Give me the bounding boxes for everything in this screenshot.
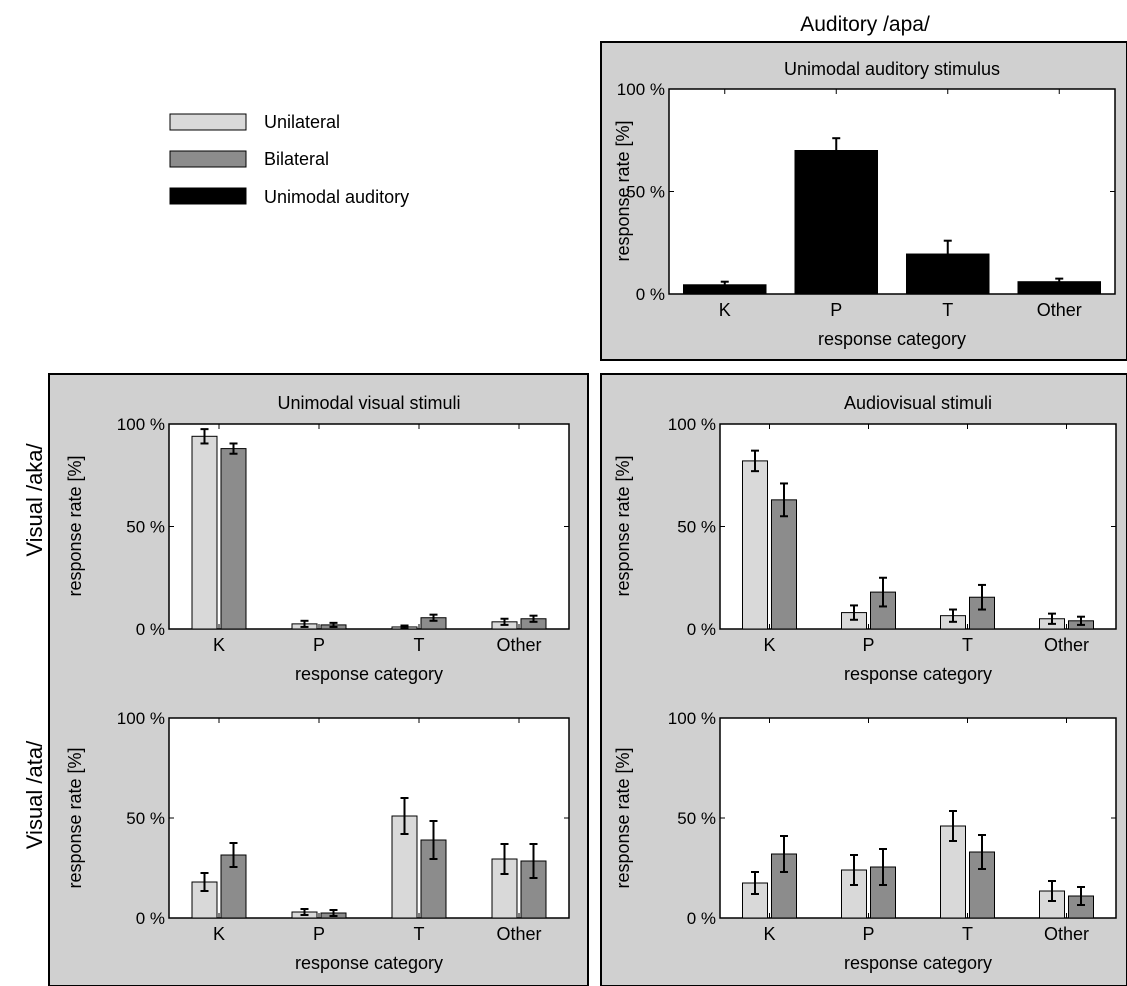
y-tick-label: 100 % — [117, 415, 165, 434]
y-tick-label: 100 % — [117, 709, 165, 728]
x-tick-label: P — [313, 924, 325, 944]
bar — [682, 284, 767, 295]
x-tick-label: K — [763, 635, 775, 655]
chart-unimodal-auditory: Unimodal auditory stimulus 0 % 50 % 100 % re… — [613, 59, 1116, 349]
legend-label-bilateral: Bilateral — [264, 149, 329, 169]
legend-swatch-unimodal-auditory — [169, 187, 247, 205]
y-tick-label: 100 % — [668, 415, 716, 434]
x-axis-label: response category — [844, 664, 992, 684]
x-axis-label: response category — [844, 953, 992, 973]
x-tick-label: P — [862, 635, 874, 655]
chart-audiovisual-aka: Audiovisual stimuli 0 % 50 % 100 % response … — [613, 393, 1117, 684]
y-tick-label: 100 % — [617, 80, 665, 99]
chart-title: Audiovisual stimuli — [844, 393, 992, 413]
legend-label-unilateral: Unilateral — [264, 112, 340, 132]
legend-label-unimodal-auditory: Unimodal auditory — [264, 187, 409, 207]
y-tick-label: 100 % — [668, 709, 716, 728]
x-tick-label: Other — [1044, 924, 1089, 944]
x-tick-label: T — [942, 300, 953, 320]
chart-title: Unimodal visual stimuli — [277, 393, 460, 413]
x-tick-label: T — [414, 635, 425, 655]
bar — [905, 253, 990, 295]
y-tick-label: 0 % — [687, 620, 716, 639]
x-tick-label: K — [213, 635, 225, 655]
x-axis-label: response category — [295, 953, 443, 973]
x-tick-label: K — [763, 924, 775, 944]
chart-audiovisual-ata: 0 % 50 % 100 % response rate [%] K P T Other res… — [613, 709, 1117, 973]
y-tick-label: 0 % — [687, 909, 716, 928]
chart-unimodal-visual-aka: Unimodal visual stimuli 0 % 50 % 100 % respo… — [65, 393, 570, 684]
x-tick-label: P — [313, 635, 325, 655]
y-axis-label: response rate [%] — [613, 747, 633, 888]
bar — [191, 435, 218, 630]
x-tick-label: T — [962, 635, 973, 655]
bar — [742, 460, 768, 630]
bar — [1017, 281, 1102, 295]
y-axis-label: response rate [%] — [65, 455, 85, 596]
x-tick-label: Other — [1044, 635, 1089, 655]
y-axis-label: response rate [%] — [613, 120, 633, 261]
x-axis-label: response category — [295, 664, 443, 684]
legend: Unilateral Bilateral Unimodal auditory — [169, 112, 409, 207]
x-tick-label: K — [719, 300, 731, 320]
y-tick-label: 50 % — [677, 809, 716, 828]
y-tick-label: 0 % — [136, 909, 165, 928]
chart-title: Unimodal auditory stimulus — [784, 59, 1000, 79]
y-tick-label: 0 % — [136, 620, 165, 639]
y-axis-label: response rate [%] — [613, 455, 633, 596]
legend-swatch-unilateral — [169, 113, 247, 131]
chart-unimodal-visual-ata: 0 % 50 % 100 % response rate [%] K P T Other res… — [65, 709, 570, 973]
row-label-aka: Visual /aka/ — [22, 442, 47, 556]
x-tick-label: Other — [1037, 300, 1082, 320]
y-tick-label: 0 % — [636, 285, 665, 304]
y-tick-label: 50 % — [677, 518, 716, 537]
bar — [771, 499, 797, 630]
y-tick-label: 50 % — [626, 183, 665, 202]
x-tick-label: T — [414, 924, 425, 944]
legend-swatch-bilateral — [169, 150, 247, 168]
y-axis-label: response rate [%] — [65, 747, 85, 888]
x-tick-label: K — [213, 924, 225, 944]
x-tick-label: Other — [496, 924, 541, 944]
x-tick-label: P — [830, 300, 842, 320]
bar — [220, 448, 247, 630]
plot-area — [668, 88, 1116, 295]
row-label-ata: Visual /ata/ — [22, 740, 47, 849]
x-tick-label: Other — [496, 635, 541, 655]
x-tick-label: T — [962, 924, 973, 944]
y-tick-label: 50 % — [126, 809, 165, 828]
x-axis-label: response category — [818, 329, 966, 349]
bar — [794, 150, 879, 295]
top-label: Auditory /apa/ — [800, 13, 930, 36]
y-tick-label: 50 % — [126, 518, 165, 537]
x-tick-label: P — [862, 924, 874, 944]
